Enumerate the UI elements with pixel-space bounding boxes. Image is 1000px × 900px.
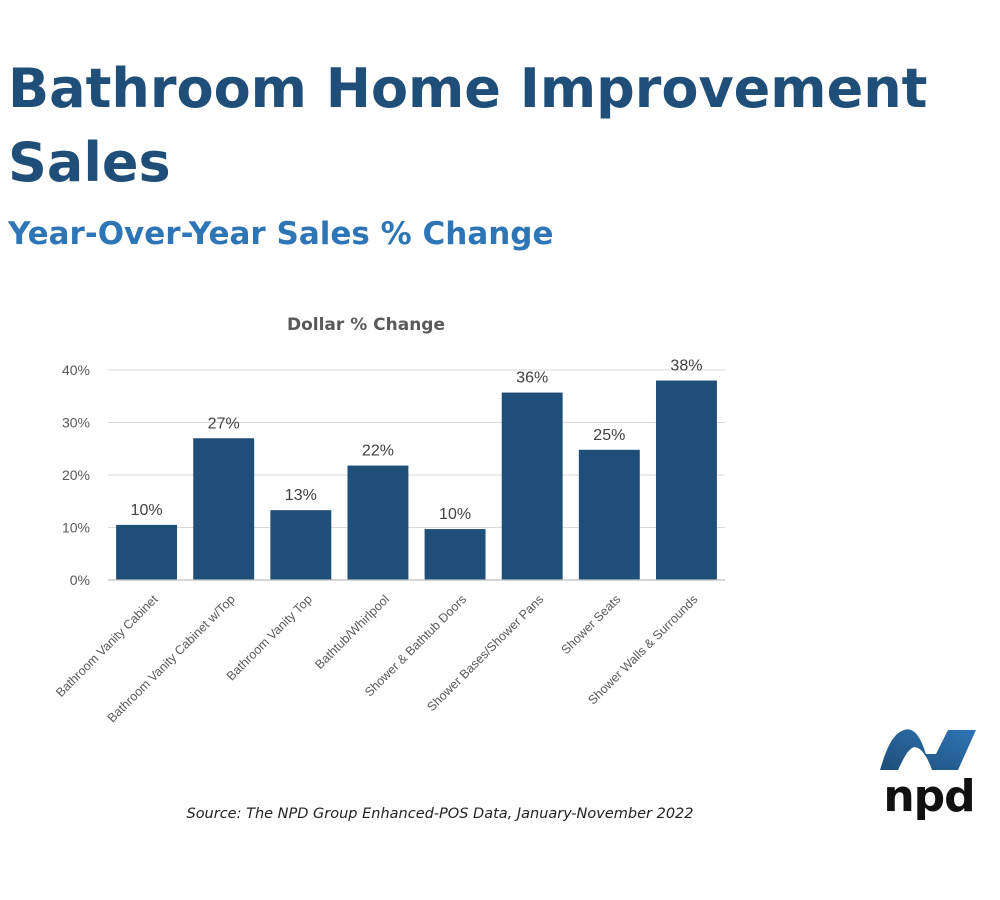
y-tick-label: 0% xyxy=(70,572,90,588)
bar xyxy=(578,449,640,580)
source-note: Source: The NPD Group Enhanced-POS Data,… xyxy=(186,806,694,822)
data-label: 10% xyxy=(131,502,163,519)
y-tick-label: 40% xyxy=(62,362,90,378)
page-title: Bathroom Home Improvement Sales xyxy=(8,57,928,194)
npd-logo: npd xyxy=(876,720,982,830)
bar-chart: Dollar % Change 0% 10% 20% 30% 40% 10% 27% 13%… xyxy=(0,300,760,770)
bar xyxy=(655,380,717,580)
data-label: 27% xyxy=(208,415,240,432)
data-label: 10% xyxy=(439,506,471,523)
x-tick-label: Bathtub/Whirlpool xyxy=(312,592,392,672)
bar xyxy=(116,524,178,580)
logo-text: npd xyxy=(883,771,975,822)
x-tick-label: Bathroom Vanity Top xyxy=(224,592,315,683)
y-axis-ticks: 0% 10% 20% 30% 40% xyxy=(62,362,90,588)
data-label: 13% xyxy=(285,487,317,504)
bar xyxy=(193,438,255,580)
x-tick-label: Shower Seats xyxy=(559,592,624,657)
data-label: 25% xyxy=(593,427,625,444)
data-label: 36% xyxy=(516,370,548,387)
data-labels: 10% 27% 13% 22% 10% 36% 25% 38% xyxy=(131,358,703,524)
page-subtitle: Year-Over-Year Sales % Change xyxy=(8,216,554,252)
x-tick-label: Bathroom Vanity Cabinet w/Top xyxy=(105,592,238,725)
y-tick-label: 30% xyxy=(62,415,90,431)
bar xyxy=(501,392,563,580)
chart-svg: Dollar % Change 0% 10% 20% 30% 40% 10% 27% 13%… xyxy=(53,315,725,725)
logo-swoosh xyxy=(880,729,976,770)
bar xyxy=(347,465,409,580)
y-tick-label: 20% xyxy=(62,467,90,483)
data-label: 22% xyxy=(362,443,394,460)
y-tick-label: 10% xyxy=(62,520,90,536)
bar xyxy=(424,529,486,580)
data-label: 38% xyxy=(670,358,702,375)
bars xyxy=(116,380,717,580)
bar xyxy=(270,510,332,580)
npd-logo-mark xyxy=(880,729,976,770)
chart-title: Dollar % Change xyxy=(287,315,445,335)
